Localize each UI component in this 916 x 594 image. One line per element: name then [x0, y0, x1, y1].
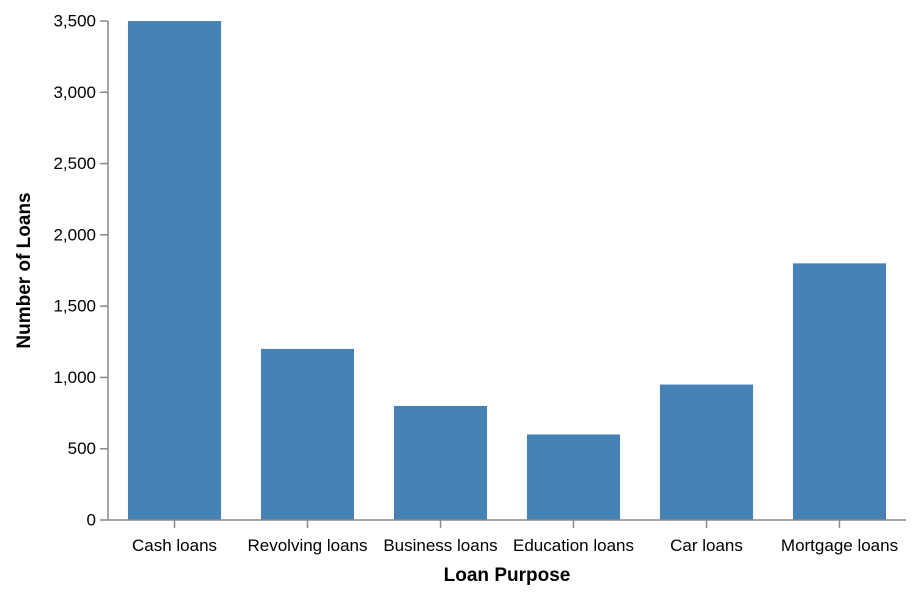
y-tick-label-4: 2,000: [53, 225, 96, 244]
x-axis: Cash loans Revolving loans Business loans E…: [108, 519, 906, 555]
y-tick-label-0: 0: [87, 511, 96, 530]
bar-5: [792, 263, 887, 520]
bars-group: [127, 21, 887, 520]
y-axis: 0 500 1,000 1,500 2,000 2,500 3,000 3,500: [53, 12, 109, 530]
x-tick-label-0: Cash loans: [132, 536, 217, 555]
x-tick-label-4: Car loans: [670, 536, 743, 555]
bar-4: [659, 384, 754, 520]
bar-2: [393, 405, 488, 520]
x-tick-label-2: Business loans: [383, 536, 497, 555]
y-tick-label-5: 2,500: [53, 154, 96, 173]
y-tick-label-3: 1,500: [53, 297, 96, 316]
y-tick-label-2: 1,000: [53, 368, 96, 387]
y-axis-title: Number of Loans: [14, 192, 35, 348]
bar-3: [526, 434, 621, 520]
bar-1: [260, 348, 355, 520]
y-tick-label-6: 3,000: [53, 83, 96, 102]
y-tick-label-1: 500: [68, 439, 96, 458]
x-tick-label-3: Education loans: [513, 536, 634, 555]
x-tick-label-5: Mortgage loans: [781, 536, 898, 555]
bar-0: [127, 21, 222, 520]
y-tick-label-7: 3,500: [53, 12, 96, 31]
x-tick-label-1: Revolving loans: [247, 536, 367, 555]
x-axis-title: Loan Purpose: [444, 565, 571, 586]
